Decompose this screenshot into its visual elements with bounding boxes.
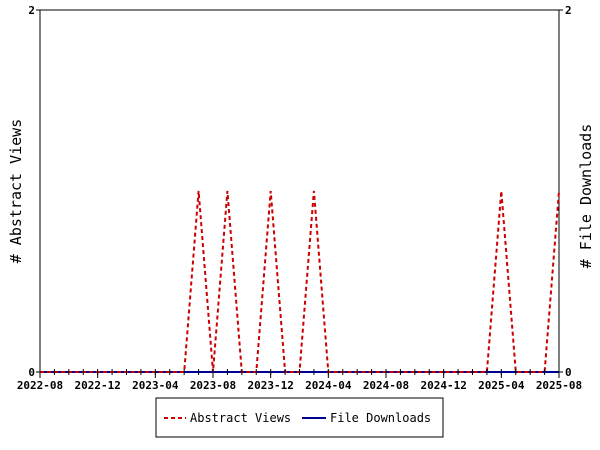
x-tick-label: 2022-08 xyxy=(17,379,63,392)
y-right-axis-title: # File Downloads xyxy=(577,124,595,269)
legend-box xyxy=(155,397,444,438)
x-tick-label: 2023-08 xyxy=(190,379,236,392)
tick-layer: 2022-08 2022-12 2023-04 2023-08 2023-12 2024-… xyxy=(17,4,582,392)
plot-area xyxy=(39,9,560,373)
x-tick-label: 2024-08 xyxy=(363,379,409,392)
legend: Abstract Views File Downloads xyxy=(155,397,444,438)
x-tick-label: 2025-04 xyxy=(478,379,525,392)
y-left-tick-label: 2 xyxy=(28,4,35,17)
x-tick-label: 2022-12 xyxy=(74,379,120,392)
x-tick-label: 2024-12 xyxy=(420,379,466,392)
y-right-tick-label: 0 xyxy=(565,366,572,379)
x-tick-label: 2025-08 xyxy=(536,379,582,392)
x-tick-label: 2023-12 xyxy=(247,379,293,392)
x-tick-label: 2024-04 xyxy=(305,379,352,392)
x-tick-label: 2023-04 xyxy=(132,379,179,392)
y-right-tick-label: 2 xyxy=(565,4,572,17)
legend-label-abstract-views: Abstract Views xyxy=(190,411,291,425)
y-left-tick-label: 0 xyxy=(28,366,35,379)
y-left-axis-title: # Abstract Views xyxy=(7,119,25,264)
legend-label-file-downloads: File Downloads xyxy=(330,411,431,425)
